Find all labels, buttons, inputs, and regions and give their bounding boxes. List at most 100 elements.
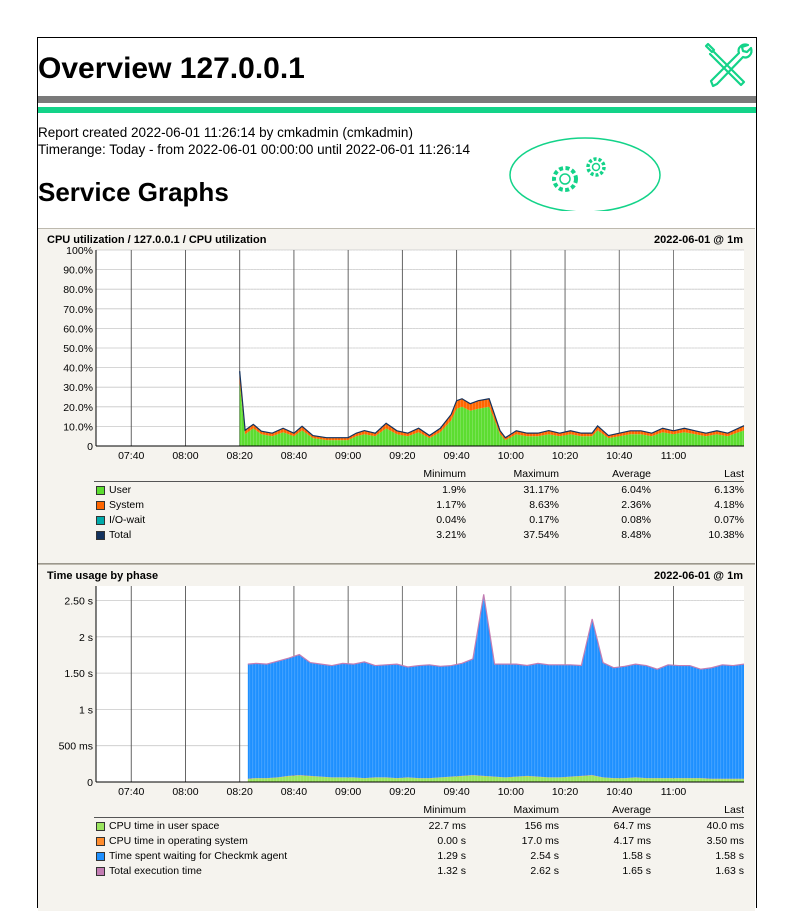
legend-avg: 64.7 ms (613, 820, 651, 832)
legend-last: 10.38% (708, 529, 744, 541)
x-tick-label: 09:00 (335, 450, 361, 462)
legend-max: 0.17% (529, 514, 559, 526)
x-tick-label: 09:20 (389, 450, 415, 462)
legend-name: System (109, 499, 145, 511)
cpu-graph-panel: CPU utilization / 127.0.0.1 / CPU utiliz… (38, 228, 755, 564)
tools-icon (704, 42, 753, 88)
y-tick-label: 90.0% (63, 265, 93, 277)
x-tick-label: 07:40 (118, 450, 144, 462)
series-line-total (239, 371, 745, 439)
legend-last: 1.63 s (715, 865, 744, 877)
y-tick-label: 40.0% (63, 363, 93, 375)
legend-row: Total 3.21% 37.54% 8.48% 10.38% (38, 529, 755, 543)
legend-header: Minimum Maximum Average Last (38, 804, 755, 818)
legend-row: CPU time in user space 22.7 ms 156 ms 64.7 … (38, 820, 755, 834)
legend-header-minimum: Minimum (423, 804, 466, 816)
legend-row: CPU time in operating system 0.00 s 17.0 m… (38, 835, 755, 849)
legend-avg: 6.04% (621, 484, 651, 496)
y-tick-label: 100% (66, 245, 93, 257)
header-divider-grey (38, 96, 756, 103)
legend-header-minimum: Minimum (423, 468, 466, 480)
series-area-cpu-time-in-operating-system (247, 775, 744, 780)
legend-max: 2.54 s (530, 850, 559, 862)
legend-header-maximum: Maximum (513, 468, 559, 480)
y-tick-label: 60.0% (63, 323, 93, 335)
legend-swatch (96, 486, 105, 495)
cpu-graph: 0 10.0% 20.0% 30.0% 40.0% 50.0% 60.0% 70.0% 80.0… (63, 245, 745, 462)
page-title: Overview 127.0.0.1 (38, 52, 305, 85)
legend-row: System 1.17% 8.63% 2.36% 4.18% (38, 499, 755, 513)
legend-header-last: Last (724, 804, 744, 816)
legend-min: 1.29 s (437, 850, 466, 862)
legend-header-average: Average (612, 804, 651, 816)
y-tick-label: 2 s (79, 632, 93, 644)
timerange-line: Timerange: Today - from 2022-06-01 00:00… (38, 142, 471, 157)
x-tick-label: 07:40 (118, 786, 144, 798)
graph-date: 2022-06-01 @ 1m (653, 234, 743, 246)
graph-title: CPU utilization / 127.0.0.1 / CPU utiliz… (47, 234, 267, 246)
legend-avg: 1.58 s (622, 850, 651, 862)
legend-row: I/O-wait 0.04% 0.17% 0.08% 0.07% (38, 514, 755, 528)
legend-swatch (96, 822, 105, 831)
legend-separator (94, 817, 744, 818)
y-tick-label: 1.50 s (64, 668, 93, 680)
legend-min: 3.21% (436, 529, 466, 541)
legend-max: 17.0 ms (521, 835, 559, 847)
legend-last: 0.07% (714, 514, 744, 526)
legend-max: 156 ms (524, 820, 559, 832)
y-tick-label: 10.0% (63, 421, 93, 433)
legend-swatch (96, 852, 105, 861)
legend-name: CPU time in operating system (109, 835, 248, 847)
legend-min: 1.17% (436, 499, 466, 511)
legend-name: Total execution time (109, 865, 202, 877)
legend-max: 37.54% (523, 529, 559, 541)
legend-swatch (96, 501, 105, 510)
legend-last: 40.0 ms (706, 820, 744, 832)
legend-last: 6.13% (714, 484, 744, 496)
y-tick-label: 0 (87, 777, 93, 789)
y-tick-label: 70.0% (63, 304, 93, 316)
legend-avg: 0.08% (621, 514, 651, 526)
x-tick-label: 08:00 (172, 786, 198, 798)
x-tick-label: 11:00 (661, 450, 687, 462)
legend-max: 2.62 s (530, 865, 559, 877)
legend-last: 3.50 ms (706, 835, 744, 847)
legend-min: 1.9% (442, 484, 466, 496)
x-tick-label: 10:20 (552, 450, 578, 462)
legend-separator (94, 481, 744, 482)
x-tick-label: 09:20 (389, 786, 415, 798)
header-divider-green (38, 107, 756, 113)
legend-min: 22.7 ms (428, 820, 466, 832)
legend-name: CPU time in user space (109, 820, 220, 832)
y-tick-label: 30.0% (63, 382, 93, 394)
report-created-line: Report created 2022-06-01 11:26:14 by cm… (38, 125, 413, 140)
legend-name: Time spent waiting for Checkmk agent (109, 850, 288, 862)
graph-title: Time usage by phase (47, 570, 159, 582)
x-tick-label: 10:00 (498, 786, 524, 798)
time-graph-panel: Time usage by phase 2022-06-01 @ 1m 0 500… (38, 564, 755, 911)
graph-date: 2022-06-01 @ 1m (653, 570, 743, 582)
legend-header-average: Average (612, 468, 651, 480)
y-tick-label: 20.0% (63, 402, 93, 414)
series-area-time-spent-waiting-for-checkmk-agent (247, 594, 744, 779)
legend-avg: 1.65 s (622, 865, 651, 877)
legend-header-last: Last (724, 468, 744, 480)
x-tick-label: 10:20 (552, 786, 578, 798)
y-tick-label: 80.0% (63, 284, 93, 296)
legend-max: 31.17% (523, 484, 559, 496)
legend-name: User (109, 484, 132, 496)
legend-avg: 8.48% (621, 529, 651, 541)
y-tick-label: 2.50 s (64, 596, 93, 608)
legend-name: Total (109, 529, 132, 541)
legend-row: Total execution time 1.32 s 2.62 s 1.65 s 1.… (38, 865, 755, 879)
legend-min: 0.04% (436, 514, 466, 526)
x-tick-label: 08:40 (281, 450, 307, 462)
x-tick-label: 08:20 (227, 450, 253, 462)
series-line-total (247, 594, 745, 670)
y-tick-label: 1 s (79, 704, 93, 716)
legend-header-maximum: Maximum (513, 804, 559, 816)
legend-swatch (96, 516, 105, 525)
y-tick-label: 50.0% (63, 343, 93, 355)
legend-header: Minimum Maximum Average Last (38, 468, 755, 482)
report-page: Overview 127.0.0.1 Report created 2022-0… (37, 37, 757, 911)
